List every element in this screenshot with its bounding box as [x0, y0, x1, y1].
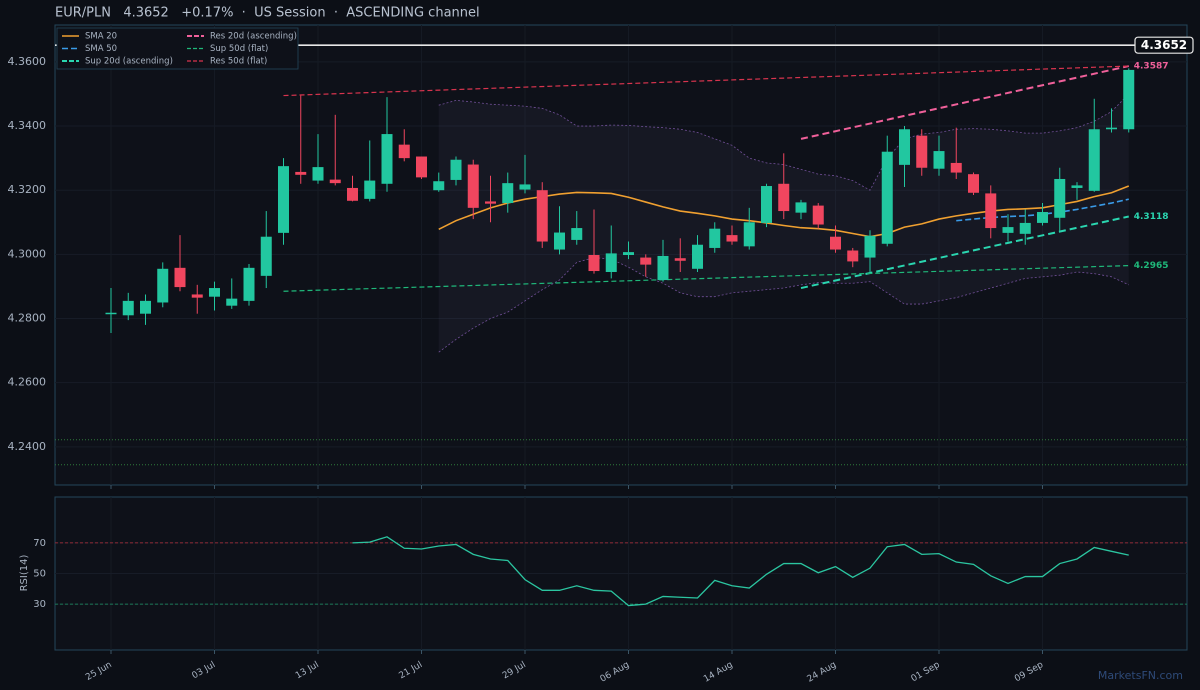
candle-body: [209, 288, 220, 297]
candle-body: [226, 298, 238, 306]
candle-body: [398, 144, 410, 159]
candle-body: [588, 255, 600, 272]
candle-body: [467, 164, 479, 208]
y-tick-label: 70: [33, 538, 46, 549]
candle-body: [312, 167, 324, 181]
candle-body: [881, 151, 893, 244]
candle-body: [243, 267, 255, 301]
y-tick-label: 4.3000: [8, 247, 47, 260]
trendline-label: 4.3587: [1134, 62, 1169, 72]
legend-label: Sup 20d (ascending): [85, 57, 173, 67]
watermark: MarketsFN.com: [1098, 669, 1183, 682]
candle-body: [709, 228, 721, 248]
rsi-line: [352, 536, 1129, 607]
candle-body: [1002, 227, 1014, 233]
candle-body: [795, 202, 807, 213]
candle-body: [1088, 129, 1100, 191]
chart-title: EUR/PLN 4.3652 +0.17% · US Session · ASC…: [55, 6, 480, 21]
candle-body: [1106, 127, 1117, 130]
candle-body: [1054, 178, 1066, 218]
trendline: [800, 65, 1129, 140]
legend-label: Res 50d (flat): [210, 57, 267, 67]
candle-body: [1123, 69, 1135, 130]
candle-body: [847, 250, 859, 262]
candle-body: [122, 300, 134, 316]
candle-body: [812, 205, 824, 225]
candle-body: [278, 166, 289, 233]
candle-body: [899, 129, 910, 165]
candle-body: [916, 135, 928, 168]
candle-body: [968, 174, 979, 193]
candle-body: [295, 171, 307, 175]
candle-body: [191, 294, 203, 298]
current-price-label: 4.3652: [1141, 38, 1187, 52]
trendline: [800, 215, 1129, 290]
trendline: [283, 65, 1129, 97]
y-tick-label: 4.3600: [8, 55, 47, 68]
candle-body: [726, 235, 738, 242]
candle-body: [623, 252, 634, 255]
candle-body: [416, 156, 427, 178]
candle-body: [1037, 212, 1048, 223]
candle-body: [864, 235, 876, 258]
trendline-label: 4.2965: [1134, 261, 1169, 271]
candle-body: [364, 180, 376, 199]
candle-body: [985, 193, 997, 229]
y-tick-label: 50: [33, 569, 46, 580]
y-tick-label: 4.2800: [8, 312, 47, 325]
candle-body: [554, 232, 565, 250]
candle-body: [450, 159, 462, 180]
candle-body: [692, 244, 703, 269]
legend-label: SMA 20: [85, 32, 117, 42]
candle-body: [329, 179, 341, 184]
legend: SMA 20 SMA 50 Sup 20d (ascending) Res 20d (…: [56, 27, 299, 70]
candle-body: [347, 187, 358, 201]
candle-body: [260, 236, 272, 276]
candle-body: [174, 267, 186, 288]
price-panel: [54, 24, 1188, 486]
y-tick-label: 30: [33, 599, 46, 610]
trendline: [283, 264, 1129, 292]
trendline-label: 4.3118: [1134, 212, 1169, 222]
candle-body: [140, 300, 151, 314]
candle-body: [605, 253, 617, 273]
sma-line: [438, 185, 1130, 238]
legend-label: Res 20d (ascending): [210, 32, 297, 42]
candle-body: [536, 190, 548, 242]
band-upper: [438, 93, 1130, 191]
candle-body: [761, 186, 772, 223]
legend-label: SMA 50: [85, 44, 117, 54]
y-tick-label: 4.3200: [8, 183, 47, 196]
candle-body: [950, 162, 962, 173]
candle-body: [778, 183, 790, 212]
y-tick-label: 4.3400: [8, 119, 47, 132]
candle-body: [830, 236, 841, 250]
candle-body: [640, 257, 652, 265]
rsi-axis-label: RSI(14): [19, 555, 30, 592]
legend-label: Sup 50d (flat): [210, 44, 268, 54]
candle-body: [743, 222, 755, 247]
candle-body: [674, 258, 686, 261]
current-price-box: [1134, 36, 1194, 54]
candle-body: [381, 134, 393, 184]
candle-body: [1019, 222, 1031, 234]
y-tick-label: 4.2600: [8, 376, 47, 389]
y-tick-label: 4.2400: [8, 440, 47, 453]
candle-body: [105, 312, 117, 315]
candle-body: [502, 183, 514, 204]
candle-body: [657, 255, 669, 281]
candle-body: [433, 181, 445, 191]
candle-body: [157, 268, 169, 303]
candle-body: [1071, 185, 1083, 188]
candle-body: [933, 151, 945, 169]
candle-body: [519, 184, 531, 190]
candle-body: [485, 201, 496, 204]
legend-box: [56, 27, 299, 70]
candle-body: [571, 228, 583, 240]
